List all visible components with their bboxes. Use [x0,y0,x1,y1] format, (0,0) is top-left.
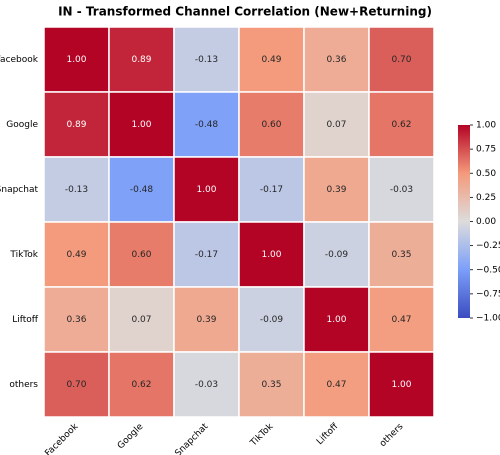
cell-label: 0.39 [326,185,346,195]
heatmap-cell [173,286,240,353]
cell-label: -0.03 [195,380,218,390]
cell-label: -0.48 [130,185,154,195]
cell-label: 1.00 [261,250,281,260]
heatmap-cell [368,286,435,353]
y-tick-label: Snapchat [0,185,38,195]
cell-label: 1.00 [326,315,346,325]
cell-label: -0.17 [195,250,218,260]
cell-label: 0.49 [261,55,281,65]
x-tick-label: Facebook [43,421,81,455]
x-tick-label: Snapchat [173,421,210,455]
cell-label: 0.07 [326,120,346,130]
cell-label: -0.13 [195,55,218,65]
y-tick-label: Facebook [0,55,39,65]
cell-label: 0.36 [326,55,346,65]
heatmap-cell [43,351,110,418]
cell-label: -0.48 [195,120,219,130]
cell-label: 0.70 [391,55,411,65]
x-tick-label: TikTok [248,421,276,449]
heatmap-cell [173,221,240,288]
colorbar-tick-label: −1.00 [476,314,500,324]
chart-title: IN - Transformed Channel Correlation (Ne… [58,5,432,19]
colorbar-tick-label: 0.00 [476,217,496,227]
x-tick-label: others [378,422,406,450]
heatmap-cell [43,26,110,93]
heatmap-cell [368,91,435,158]
cell-label: 0.36 [66,315,86,325]
heatmap-cell [368,156,435,223]
x-tick-label: Google [116,421,146,451]
colorbar-tick-label: 1.00 [476,121,496,131]
colorbar-tick-label: 0.50 [476,169,496,179]
cell-label: -0.13 [65,185,88,195]
heatmap-cell [303,221,370,288]
cell-label: 1.00 [391,380,411,390]
cell-label: 0.62 [391,120,411,130]
cell-label: 0.62 [131,380,151,390]
heatmap-cell [238,286,305,353]
heatmap-cell [108,91,175,158]
heatmap-cell [368,26,435,93]
heatmap-cell [368,351,435,418]
heatmap-cell [108,156,175,223]
cell-label: 0.89 [66,120,86,130]
cell-label: 1.00 [196,185,216,195]
heatmap-cell [303,286,370,353]
heatmap-cell [238,221,305,288]
heatmap-cell [368,221,435,288]
x-tick-label: Liftoff [315,421,341,447]
cell-label: 0.35 [391,250,411,260]
cell-label: -0.03 [390,185,413,195]
colorbar-tick-label: 0.25 [476,193,496,203]
cell-label: 0.47 [391,315,411,325]
cell-label: 0.49 [66,250,86,260]
heatmap-cell [108,26,175,93]
y-tick-label: TikTok [9,250,38,260]
heatmap-cell [108,221,175,288]
cell-label: 0.89 [131,55,151,65]
heatmap-cell [43,221,110,288]
cell-label: 0.60 [261,120,281,130]
colorbar [458,125,470,318]
cell-label: 0.70 [66,380,86,390]
colorbar-tick-label: −0.25 [476,241,500,251]
cell-label: 1.00 [66,55,86,65]
heatmap-cell [238,351,305,418]
cell-label: -0.17 [260,185,283,195]
cell-label: 0.47 [326,380,346,390]
cell-label: 1.00 [131,120,151,130]
cell-label: 0.60 [131,250,151,260]
heatmap-cell [303,351,370,418]
heatmap-cell [238,91,305,158]
colorbar-tick-label: −0.75 [476,289,500,299]
cell-label: -0.09 [260,315,284,325]
y-tick-label: Google [6,120,38,130]
cell-label: 0.35 [261,380,281,390]
colorbar-tick-label: −0.50 [476,265,500,275]
cell-label: 0.07 [131,315,151,325]
cell-label: -0.09 [325,250,349,260]
y-tick-label: others [9,380,38,390]
heatmap-cell [303,156,370,223]
colorbar-tick-label: 0.75 [476,145,496,155]
cell-label: 0.39 [196,315,216,325]
y-tick-label: Liftoff [12,315,39,325]
heatmap-cell [238,156,305,223]
